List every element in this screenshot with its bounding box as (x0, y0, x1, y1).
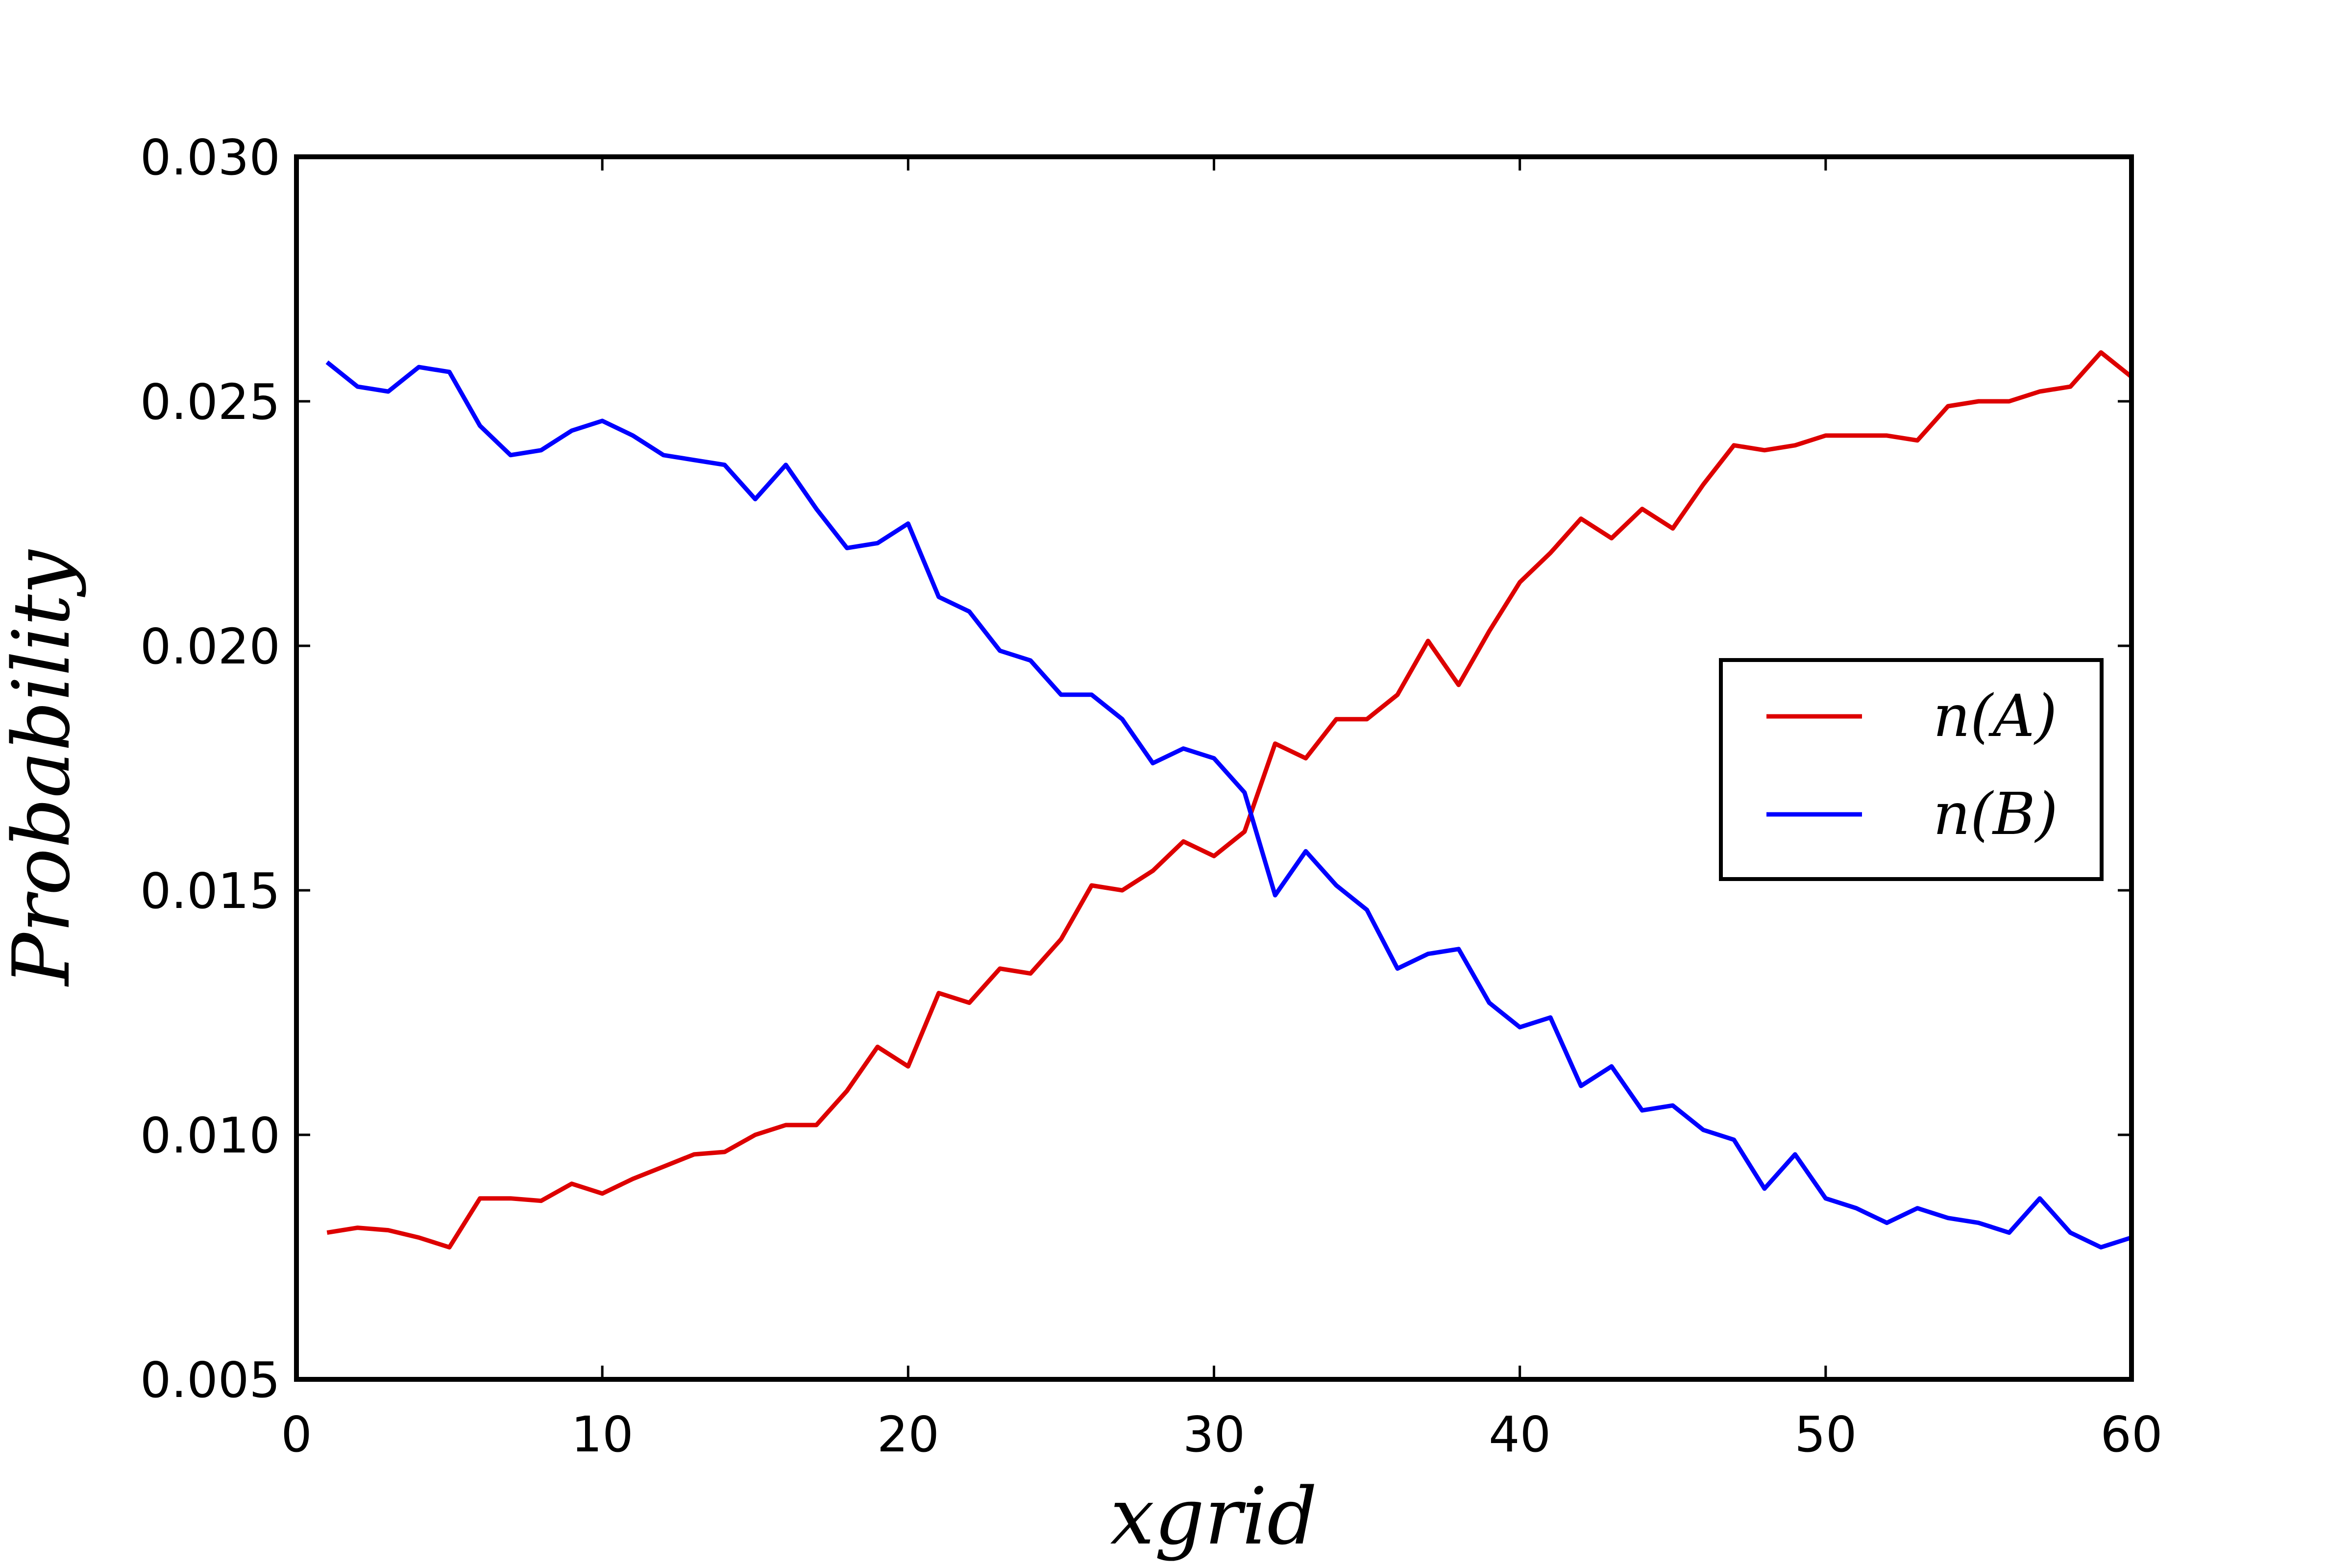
y-tick-label: 0.020 (140, 618, 280, 675)
axis-ticks (295, 155, 2133, 1381)
x-tick-label: 40 (1489, 1406, 1551, 1463)
x-tick-label: 10 (571, 1406, 634, 1463)
series-line-n-b (325, 360, 2132, 1250)
y-tick-label: 0.010 (140, 1107, 280, 1164)
legend-label-n-b: n(B) (1933, 780, 2058, 848)
legend: n(A) n(B) (1719, 658, 2104, 881)
x-tick-label: 60 (2100, 1406, 2162, 1463)
x-tick-label: 0 (281, 1406, 312, 1463)
y-tick-label: 0.030 (140, 129, 280, 186)
y-tick-label: 0.015 (140, 862, 280, 920)
x-tick-labels: 0 10 20 30 40 50 60 (281, 1406, 2162, 1463)
x-axis-title: xgrid (1110, 1470, 1318, 1562)
x-tick-label: 50 (1794, 1406, 1857, 1463)
series-lines (325, 350, 2133, 1250)
y-axis-title: Probability (0, 549, 87, 987)
x-tick-label: 20 (877, 1406, 939, 1463)
y-tick-label: 0.025 (140, 373, 280, 431)
legend-box (1719, 658, 2104, 881)
x-tick-label: 30 (1183, 1406, 1245, 1463)
legend-label-n-a: n(A) (1933, 682, 2057, 750)
y-tick-labels: 0.005 0.010 0.015 0.020 0.025 0.030 (140, 129, 280, 1409)
y-tick-label: 0.005 (140, 1351, 280, 1409)
series-line-n-a (326, 350, 2133, 1250)
